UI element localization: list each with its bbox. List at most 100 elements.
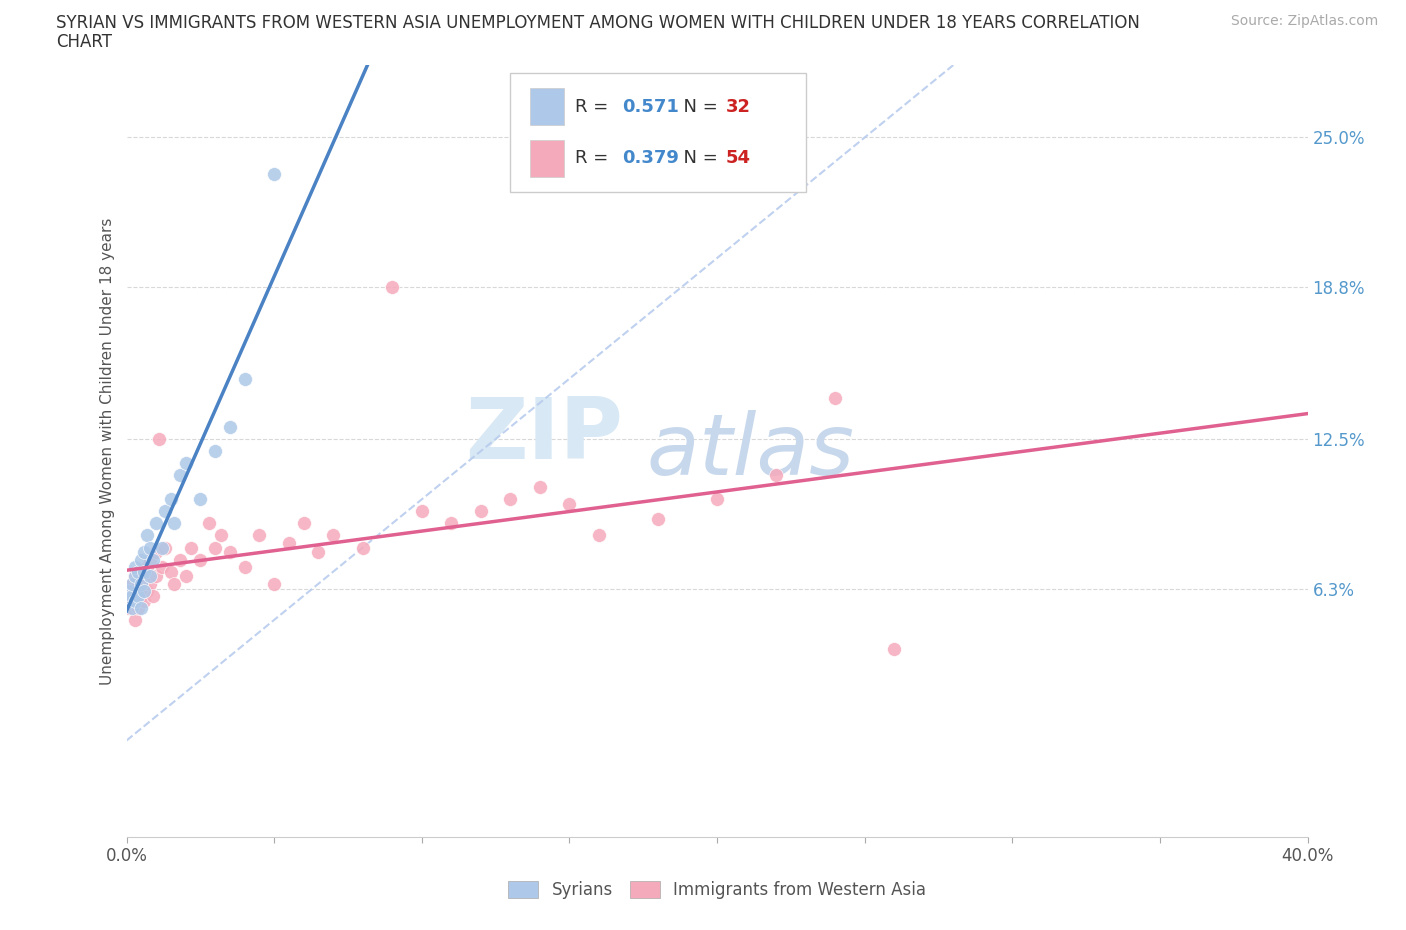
Point: [142, 589, 165, 604]
Point: [127, 601, 149, 616]
Point: [292, 516, 315, 531]
Point: [440, 516, 463, 531]
Point: [219, 419, 242, 434]
Point: [118, 583, 141, 598]
Point: [136, 583, 159, 598]
Point: [127, 577, 149, 591]
Point: [127, 589, 149, 604]
Point: [118, 589, 141, 604]
Point: [499, 492, 522, 507]
Point: [129, 601, 153, 616]
Point: [150, 540, 173, 555]
Point: [124, 589, 146, 604]
FancyBboxPatch shape: [530, 88, 564, 126]
Point: [174, 569, 197, 584]
Point: [121, 589, 143, 604]
Point: [148, 432, 170, 446]
Point: [278, 536, 301, 551]
Point: [153, 540, 176, 555]
Point: [204, 540, 226, 555]
Point: [136, 528, 159, 543]
Y-axis label: Unemployment Among Women with Children Under 18 years: Unemployment Among Women with Children U…: [100, 218, 115, 684]
FancyBboxPatch shape: [530, 140, 564, 177]
Text: 0.379: 0.379: [623, 150, 679, 167]
Point: [411, 504, 433, 519]
Point: [188, 552, 212, 567]
Text: N =: N =: [672, 150, 724, 167]
Point: [883, 642, 905, 657]
Point: [706, 492, 728, 507]
Text: Source: ZipAtlas.com: Source: ZipAtlas.com: [1230, 14, 1378, 28]
Point: [121, 593, 143, 608]
Point: [381, 280, 404, 295]
Text: R =: R =: [575, 150, 614, 167]
Point: [134, 565, 156, 579]
Point: [139, 552, 162, 567]
Text: ZIP: ZIP: [465, 394, 623, 477]
Point: [160, 492, 183, 507]
Point: [322, 528, 344, 543]
Point: [150, 560, 173, 575]
Point: [129, 589, 153, 604]
Point: [124, 613, 146, 628]
Point: [180, 540, 202, 555]
Point: [142, 552, 165, 567]
Point: [308, 545, 330, 560]
Point: [145, 516, 167, 531]
Text: atlas: atlas: [647, 409, 855, 493]
Point: [163, 516, 186, 531]
Point: [124, 569, 146, 584]
Point: [198, 516, 221, 531]
Point: [209, 528, 232, 543]
Point: [121, 577, 143, 591]
Point: [160, 565, 183, 579]
Point: [145, 545, 167, 560]
Text: 0.571: 0.571: [623, 98, 679, 116]
Point: [263, 166, 285, 181]
Point: [134, 583, 156, 598]
Point: [647, 512, 669, 526]
Point: [136, 560, 159, 575]
Point: [134, 593, 156, 608]
Point: [127, 565, 149, 579]
Legend: Syrians, Immigrants from Western Asia: Syrians, Immigrants from Western Asia: [502, 874, 932, 906]
FancyBboxPatch shape: [510, 73, 806, 193]
Point: [129, 552, 153, 567]
Text: CHART: CHART: [56, 33, 112, 50]
Point: [139, 577, 162, 591]
Point: [174, 456, 197, 471]
Point: [139, 569, 162, 584]
Point: [219, 545, 242, 560]
Point: [134, 545, 156, 560]
Text: R =: R =: [575, 98, 614, 116]
Point: [824, 391, 846, 405]
Point: [204, 444, 226, 458]
Point: [153, 504, 176, 519]
Point: [134, 569, 156, 584]
Point: [124, 569, 146, 584]
Point: [352, 540, 374, 555]
Point: [121, 577, 143, 591]
Point: [129, 565, 153, 579]
Point: [558, 497, 581, 512]
Point: [169, 468, 191, 483]
Point: [124, 560, 146, 575]
Point: [139, 540, 162, 555]
Point: [145, 569, 167, 584]
Point: [233, 371, 256, 386]
Point: [588, 528, 610, 543]
Text: SYRIAN VS IMMIGRANTS FROM WESTERN ASIA UNEMPLOYMENT AMONG WOMEN WITH CHILDREN UN: SYRIAN VS IMMIGRANTS FROM WESTERN ASIA U…: [56, 14, 1140, 32]
Point: [129, 577, 153, 591]
Point: [470, 504, 492, 519]
Point: [233, 560, 256, 575]
Point: [118, 593, 141, 608]
Point: [765, 468, 787, 483]
Text: N =: N =: [672, 98, 724, 116]
Point: [249, 528, 271, 543]
Point: [529, 480, 551, 495]
Text: 32: 32: [725, 98, 751, 116]
Point: [124, 593, 146, 608]
Text: 54: 54: [725, 150, 751, 167]
Point: [163, 577, 186, 591]
Point: [169, 552, 191, 567]
